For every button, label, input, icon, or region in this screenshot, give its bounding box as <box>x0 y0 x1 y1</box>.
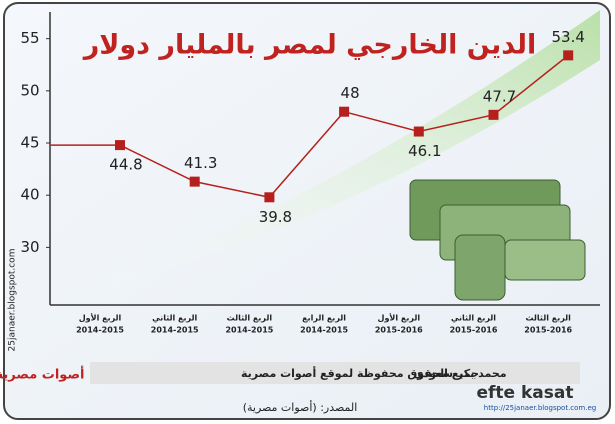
x-tick-label: الربع الأول <box>79 313 122 323</box>
source: المصدر: (أصوات مصرية) <box>243 400 358 414</box>
point <box>413 126 424 137</box>
x-tick-label: الربع الثاني <box>451 314 496 323</box>
y-tick-label: 45 <box>20 134 39 152</box>
x-tick-label: الربع الأول <box>378 313 421 323</box>
copyright: جميع الحقوق محفوظة لموقع أصوات مصرية <box>241 366 479 380</box>
point <box>488 109 499 120</box>
point <box>264 192 275 203</box>
footer-bar <box>90 362 580 384</box>
value-label: 48 <box>341 84 360 102</box>
author: محمد بكر سعودي <box>413 367 506 380</box>
brand-url: http://25janaer.blogspot.com.eg <box>484 404 596 412</box>
x-tick-label: 2015-2016 <box>524 326 572 335</box>
brand-logo: efte kasat <box>477 383 574 403</box>
x-tick-label: الربع الثاني <box>152 314 197 323</box>
y-tick-label: 55 <box>20 29 39 47</box>
chart-title: الدين الخارجي لمصر بالمليار دولار <box>82 30 537 61</box>
logo: أصوات مصرية <box>0 366 84 383</box>
point <box>563 50 574 61</box>
y-tick-label: 50 <box>20 81 39 99</box>
x-tick-label: الربع الرابع <box>302 314 346 323</box>
point <box>339 106 350 117</box>
value-label: 44.8 <box>109 156 142 174</box>
value-label: 53.4 <box>551 28 584 46</box>
x-tick-label: 2014-2015 <box>300 326 348 335</box>
y-tick-label: 30 <box>20 238 39 256</box>
y-tick-label: 40 <box>20 186 39 204</box>
value-label: 46.1 <box>408 142 441 160</box>
watermark: 25janaer.blogspot.com <box>8 249 18 352</box>
x-tick-label: 2014-2015 <box>151 326 199 335</box>
value-label: 41.3 <box>184 154 217 172</box>
money-image <box>409 179 586 301</box>
point <box>115 140 125 151</box>
value-label: 39.8 <box>259 208 292 226</box>
x-tick-label: الربع الثالث <box>525 314 571 323</box>
x-tick-label: 2014-2015 <box>76 326 124 335</box>
x-tick-label: 2014-2015 <box>225 326 273 335</box>
x-tick-label: 2015-2016 <box>375 326 423 335</box>
x-tick-label: الربع الثالث <box>227 314 273 323</box>
x-tick-label: 2015-2016 <box>450 326 498 335</box>
value-label: 47.7 <box>483 87 516 105</box>
point <box>189 176 200 187</box>
